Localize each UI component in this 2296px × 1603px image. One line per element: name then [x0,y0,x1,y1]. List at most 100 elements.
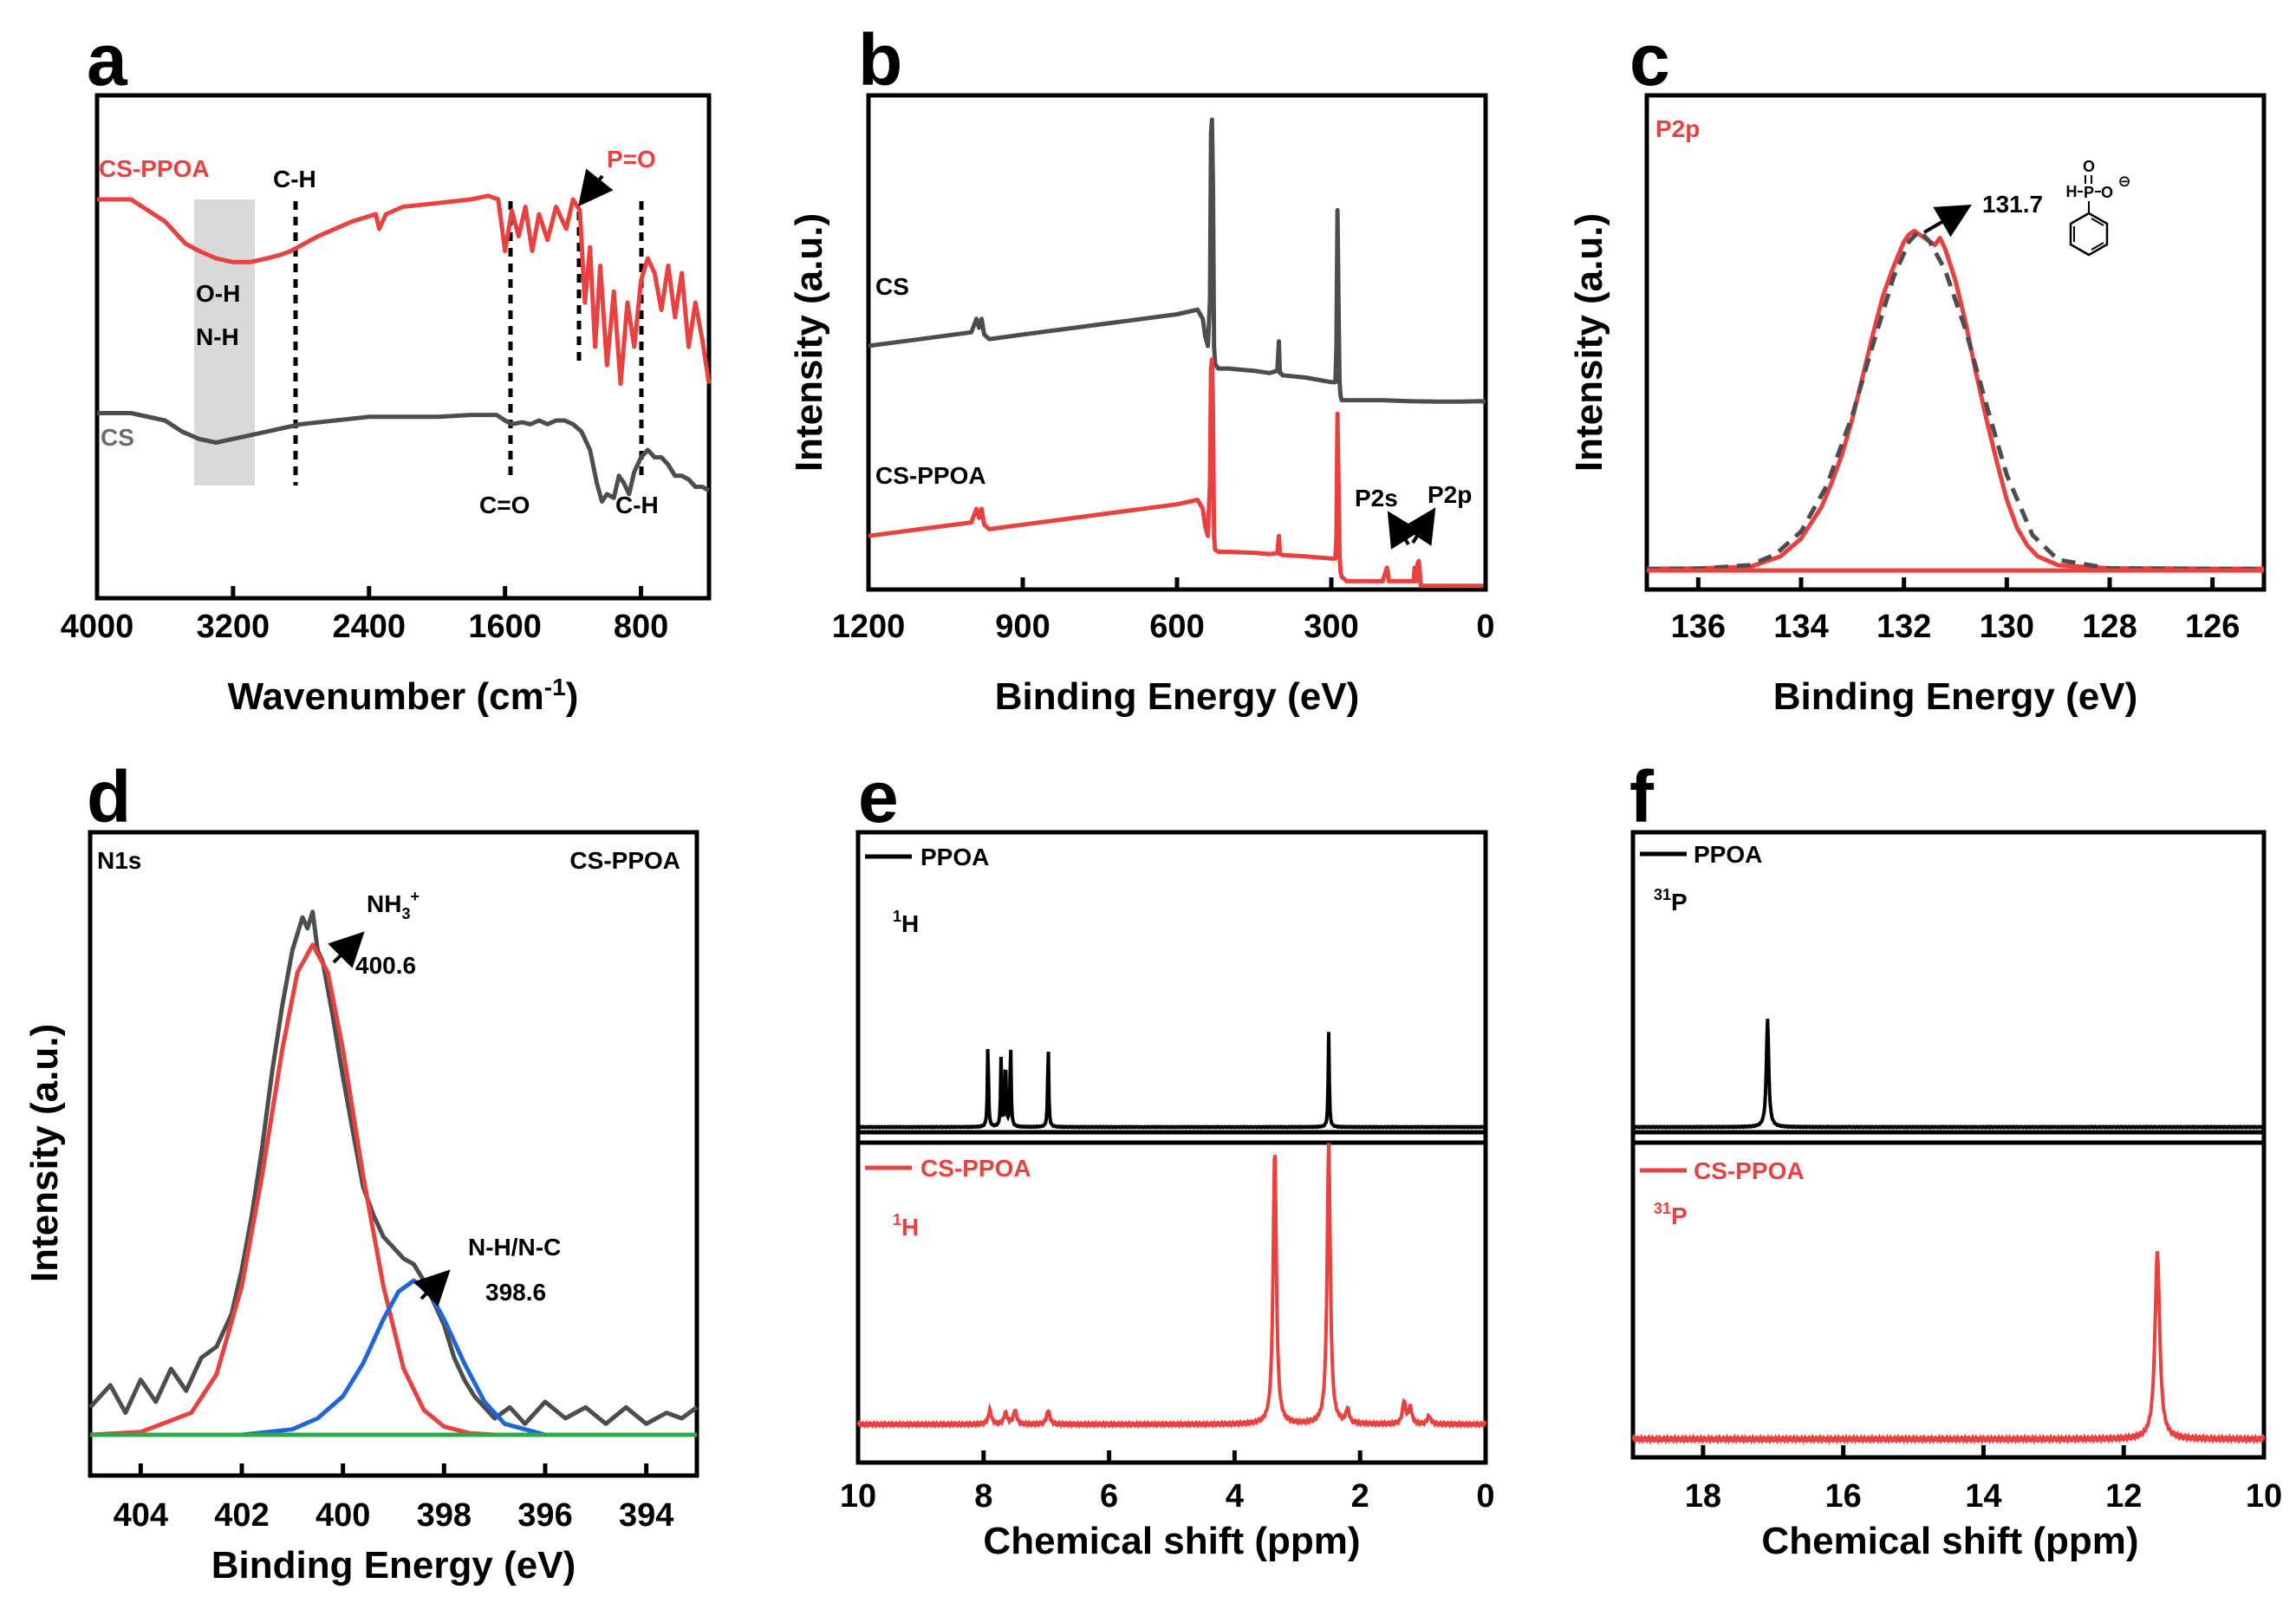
panel-d-plot [88,909,699,1437]
panel-b-xtick-label: 600 [1149,609,1204,645]
panel-e-nucleus-ppoa-sup: 1 [893,908,901,925]
panel-d-nh3-main: NH [367,890,401,917]
panel-f-xtick-label: 16 [1825,1478,1862,1515]
panel-f-legend-ppoa: PPOA [1694,841,1762,868]
panel-f-xtick-label: 12 [2105,1478,2142,1515]
panel-b-xtick-label: 300 [1304,609,1358,645]
panel-b-annot-p2p: P2p [1428,481,1472,508]
panel-c-annot-131-7: 131.7 [1982,191,2043,218]
panel-c-frame [1644,93,2267,592]
panel-e-x-axis-title: Chemical shift (ppm) [983,1520,1360,1562]
panel-c: 136 134 132 130 128 126 P2p 131.7 O H P O ⊖ B… [1568,93,2267,718]
panel-d-xtick-label: 398 [417,1497,472,1534]
panel-b-frame [866,93,1488,592]
panel-b-series-cs [868,117,1486,404]
panel-a-x-axis-title-sup: -1 [544,674,566,700]
panel-d-series-n1s-raw [88,909,699,1426]
panel-e-nucleus-ppoa-main: H [901,910,919,937]
panel-d-frame [88,830,699,1478]
panel-a-x-axis-title-end: ) [566,675,579,718]
panel-d-xtick-label: 396 [517,1497,572,1534]
panel-f-nucleus-ppoa-main: P [1671,889,1688,916]
panel-c-series-p2p-fit [1646,228,2264,571]
panel-f-nucleus-cs-ppoa-sup: 31 [1654,1200,1671,1217]
panel-c-xtick-label: 128 [2082,609,2137,645]
panel-b-x-axis-title: Binding Energy (eV) [995,675,1359,718]
panel-b-label-cs-ppoa: CS-PPOA [875,462,986,489]
panel-a-annot-nh: N-H [196,323,239,350]
panel-b-series-cs-ppoa [868,357,1486,589]
panel-d-xtick-label: 404 [114,1497,168,1534]
panel-a-annot-co: C=O [479,492,530,518]
panel-b-xtick-label: 900 [995,609,1050,645]
panel-a-label-cs: CS [101,424,134,451]
panel-c-xtick-label: 132 [1876,609,1931,645]
panel-b-xtick-label: 1200 [832,609,906,645]
panel-d-nh3-sub: 3 [401,905,410,922]
panel-e-nucleus-cs-ppoa: 1H [893,1211,919,1241]
panel-f-nucleus-cs-ppoa-main: P [1671,1202,1688,1229]
structure-label-charge: ⊖ [2117,173,2130,190]
panel-d-xtick-label: 402 [214,1497,269,1534]
panel-e-xtick-label: 4 [1226,1478,1244,1515]
panel-label-a: a [87,19,128,101]
panel-d-series-n-h-n-c-fit [90,1278,697,1437]
panel-e-spectrum-ppoa [857,1032,1486,1130]
panel-d-annot-400-6: 400.6 [355,952,416,979]
panel-a-frame [94,93,712,601]
panel-f-spectrum-ppoa [1631,1019,2266,1131]
panel-d-y-axis-title-left: Intensity (a.u.) [23,1024,66,1282]
panel-c-series-p2p-data [1646,228,2264,571]
panel-a-po-arrow [578,168,614,207]
panel-b-ticks: 1200 900 600 300 0 [832,577,1495,645]
panel-d-ticks: 404 402 400 398 396 394 [114,1463,673,1534]
panel-c-plot [1646,228,2264,573]
panel-f-plot [1631,1019,2266,1445]
panel-c-xtick-label: 134 [1773,609,1828,645]
panel-a-series-cs [97,411,711,504]
panel-d-series-nh3-fit [89,942,697,1437]
panel-c-ppoa-structure: O H P O ⊖ [2066,158,2131,257]
panel-f-ticks: 18 16 14 12 10 [1685,1445,2282,1515]
panel-b: 1200 900 600 300 0 CS CS-PPOA P2s P2p Bindin… [788,93,1495,718]
panel-b-p2p-arrow [1402,507,1436,546]
panel-label-c: c [1629,19,1670,101]
panel-e-spectrum-cs-ppoa [856,1143,1487,1430]
panel-a-xtick-label: 1600 [468,609,542,645]
panel-f: 18 16 14 12 10 PPOA 31P CS-PPOA 31P Chemical… [1630,830,2282,1562]
panel-a-label-cs-ppoa: CS-PPOA [99,155,210,182]
panel-label-d: d [87,756,131,837]
panel-label-e: e [858,756,899,837]
panel-f-x-axis-title: Chemical shift (ppm) [1761,1520,2138,1562]
panel-f-spectrum-cs-ppoa [1631,1251,2266,1445]
structure-label-o-minus: O [2101,184,2113,201]
panel-d-tag-cs-ppoa: CS-PPOA [569,847,680,874]
panel-f-nucleus-cs-ppoa: 31P [1654,1200,1688,1229]
panel-d-nh3-arrow [328,931,365,968]
panel-a-x-axis-title-main: Wavenumber (cm [228,675,544,718]
panel-a-annot-ch-top: C-H [273,166,316,192]
panel-f-legend-cs-ppoa: CS-PPOA [1694,1157,1805,1184]
panel-e: 10 8 6 4 2 0 PPOA 1H CS-PPOA 1H Chemical shif… [840,830,1495,1562]
panel-e-legend-ppoa: PPOA [920,844,989,870]
panel-b-label-cs: CS [875,273,909,300]
panel-c-y-axis-title: Intensity (a.u.) [1568,213,1610,472]
panel-f-xtick-label: 14 [1965,1478,2001,1515]
structure-benzene-ring [2069,212,2109,257]
panel-b-annot-p2s: P2s [1355,485,1398,512]
panel-e-frame [855,830,1488,1465]
panel-a-x-axis-title: Wavenumber (cm-1) [228,674,579,718]
panel-a-xtick-label: 3200 [197,609,270,645]
panel-label-f: f [1629,756,1655,837]
structure-ring-inner-3 [2091,242,2104,251]
panel-d-annot-398-6: 398.6 [485,1279,546,1306]
panel-d-x-axis-title: Binding Energy (eV) [211,1544,576,1587]
panel-a-series-cs-ppoa [97,193,712,386]
panel-d-tag-n1s: N1s [97,847,141,874]
panel-b-xtick-label: 0 [1476,609,1494,645]
panel-f-nucleus-ppoa-sup: 31 [1654,886,1671,903]
panel-d: 404 402 400 398 396 394 N1s CS-PPOA NH3+ 400.… [23,830,699,1587]
panel-a-xtick-label: 800 [614,609,668,645]
panel-d-xtick-label: 394 [619,1497,673,1534]
